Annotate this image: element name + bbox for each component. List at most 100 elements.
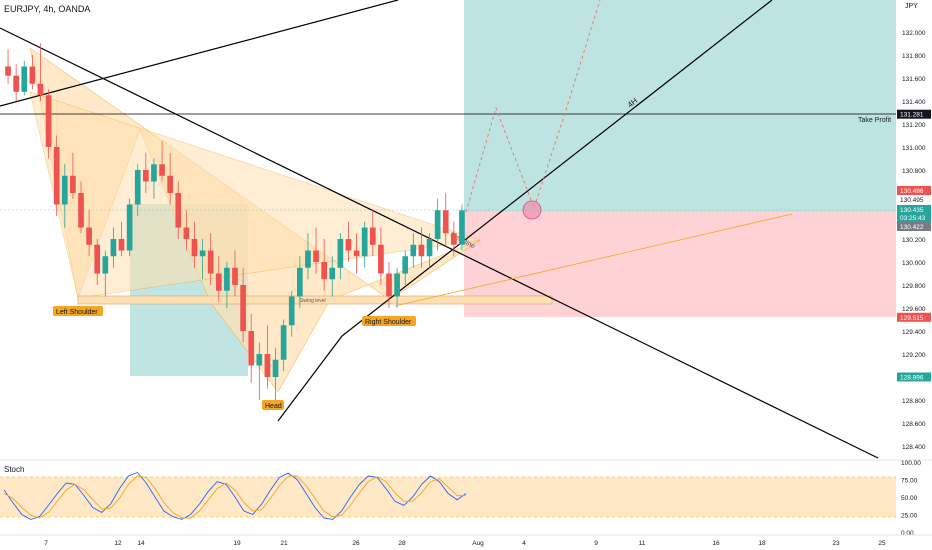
time-tick-label: 11 — [639, 540, 646, 547]
candle-body — [13, 75, 19, 92]
price-tick-label: 131.800 — [902, 53, 926, 60]
head-label: Head — [265, 403, 282, 410]
rising-orange-line — [394, 213, 793, 307]
candle-body — [21, 66, 28, 92]
price-tick-label: 128.400 — [902, 444, 926, 451]
candle-body — [37, 83, 44, 96]
candle-body — [224, 267, 230, 291]
price-tick-label: 130.000 — [902, 260, 926, 267]
price-tick-label: 128.600 — [902, 421, 926, 428]
neckline-descending — [0, 27, 879, 459]
stoch-tick-label: 25.00 — [901, 513, 918, 520]
price-tag-bg — [897, 222, 931, 231]
left-shoulder-label: Left Shoulder — [56, 309, 98, 316]
right-shoulder-tag: Right Shoulder — [362, 316, 416, 326]
candle-body — [232, 267, 238, 285]
candle-body — [353, 250, 360, 257]
stoch-label: Stoch — [4, 465, 25, 474]
candle-body — [207, 250, 214, 274]
stoch-axis: 100.00 75.00 50.00 25.00 0.00 — [901, 460, 921, 537]
price-tag-bg — [897, 205, 931, 214]
candle-body — [418, 244, 425, 257]
time-tick-label: 12 — [114, 540, 122, 547]
candle-body — [215, 273, 222, 291]
stoch-band — [0, 477, 896, 517]
candle-body — [442, 210, 449, 234]
price-tick-label: 132.000 — [902, 30, 926, 37]
projection-path — [465, 0, 601, 213]
time-tick-label: 19 — [233, 540, 241, 547]
stoch-series-2 — [3, 475, 466, 519]
price-tag-take-profit: 131.281 — [900, 112, 924, 119]
candle-body — [378, 244, 384, 274]
time-tick-label: 28 — [398, 540, 406, 547]
stoch-tick-label: 75.00 — [901, 478, 918, 485]
candle-body — [386, 273, 392, 297]
head-support-line — [277, 335, 343, 422]
candle-body — [410, 244, 417, 257]
candle-body — [297, 267, 303, 297]
stoch-tick-label: 100.00 — [901, 460, 921, 467]
candle-body — [345, 239, 352, 251]
candle-body — [280, 325, 287, 360]
candle-body — [5, 66, 11, 76]
retest-circle — [522, 200, 542, 220]
price-tag-buy: 130.422 — [900, 224, 924, 231]
price-tick-label: 131.600 — [902, 76, 926, 83]
head-tag: Head — [262, 400, 284, 410]
candles-group — [5, 43, 465, 406]
target-zone — [464, 0, 896, 212]
candle-body — [118, 239, 125, 251]
price-axis[interactable]: 128.400128.600128.800129.000129.200129.4… — [902, 30, 926, 451]
candle-body — [434, 210, 441, 239]
candle-body — [199, 250, 206, 257]
candle-body — [459, 210, 465, 245]
currency-label: JPY — [905, 3, 918, 10]
swing-level-label: Swìng level — [300, 298, 326, 304]
price-tick-label: 129.800 — [902, 283, 926, 290]
price-tick-label: 131.200 — [902, 122, 926, 129]
ascending-trend-line-4h — [341, 0, 773, 337]
time-tick-label: 23 — [832, 540, 840, 547]
price-tag-sell: 130.496 — [900, 188, 924, 195]
price-tick-label: 129.400 — [902, 329, 926, 336]
candle-body — [53, 147, 60, 205]
time-axis[interactable]: 7 12 14 19 21 26 28 Aug 4 9 11 16 18 23 25 — [44, 540, 886, 547]
candle-body — [159, 164, 165, 176]
take-profit-label: Take Profit — [858, 117, 891, 124]
swing-level-box — [77, 295, 553, 305]
candle-body — [151, 164, 157, 182]
price-tag-low-marker: 128.996 — [900, 374, 924, 381]
candle-body — [134, 170, 141, 205]
left-shoulder-tag: Left Shoulder — [53, 306, 103, 316]
stoch-tick-label: 0.00 — [901, 530, 914, 537]
time-tick-label: 7 — [44, 540, 48, 547]
candle-body — [264, 354, 271, 377]
candle-body — [45, 95, 52, 147]
time-tick-label: 25 — [878, 540, 886, 547]
candle-body — [70, 175, 76, 193]
price-tag-bg — [897, 195, 931, 204]
time-tick-label: 14 — [137, 540, 145, 547]
candle-body — [143, 170, 149, 182]
time-tick-label: 16 — [712, 540, 720, 547]
candle-body — [86, 227, 92, 245]
candle-body — [272, 359, 279, 377]
candle-body — [313, 250, 319, 262]
candle-body — [337, 239, 344, 268]
candle-body — [394, 273, 400, 297]
candle-body — [248, 331, 255, 366]
time-tick-label: 4 — [522, 540, 526, 547]
candle-body — [183, 227, 190, 239]
candle-body — [369, 227, 376, 245]
time-tick-label: 26 — [352, 540, 360, 547]
price-tag-stop: 129.515 — [900, 315, 924, 322]
price-tick-label: 131.000 — [902, 145, 926, 152]
candle-body — [329, 267, 336, 280]
price-tick-label: 131.400 — [902, 99, 926, 106]
candle-body — [256, 354, 263, 366]
stoch-tick-label: 50.00 — [901, 495, 918, 502]
price-tag-bg — [897, 372, 931, 382]
